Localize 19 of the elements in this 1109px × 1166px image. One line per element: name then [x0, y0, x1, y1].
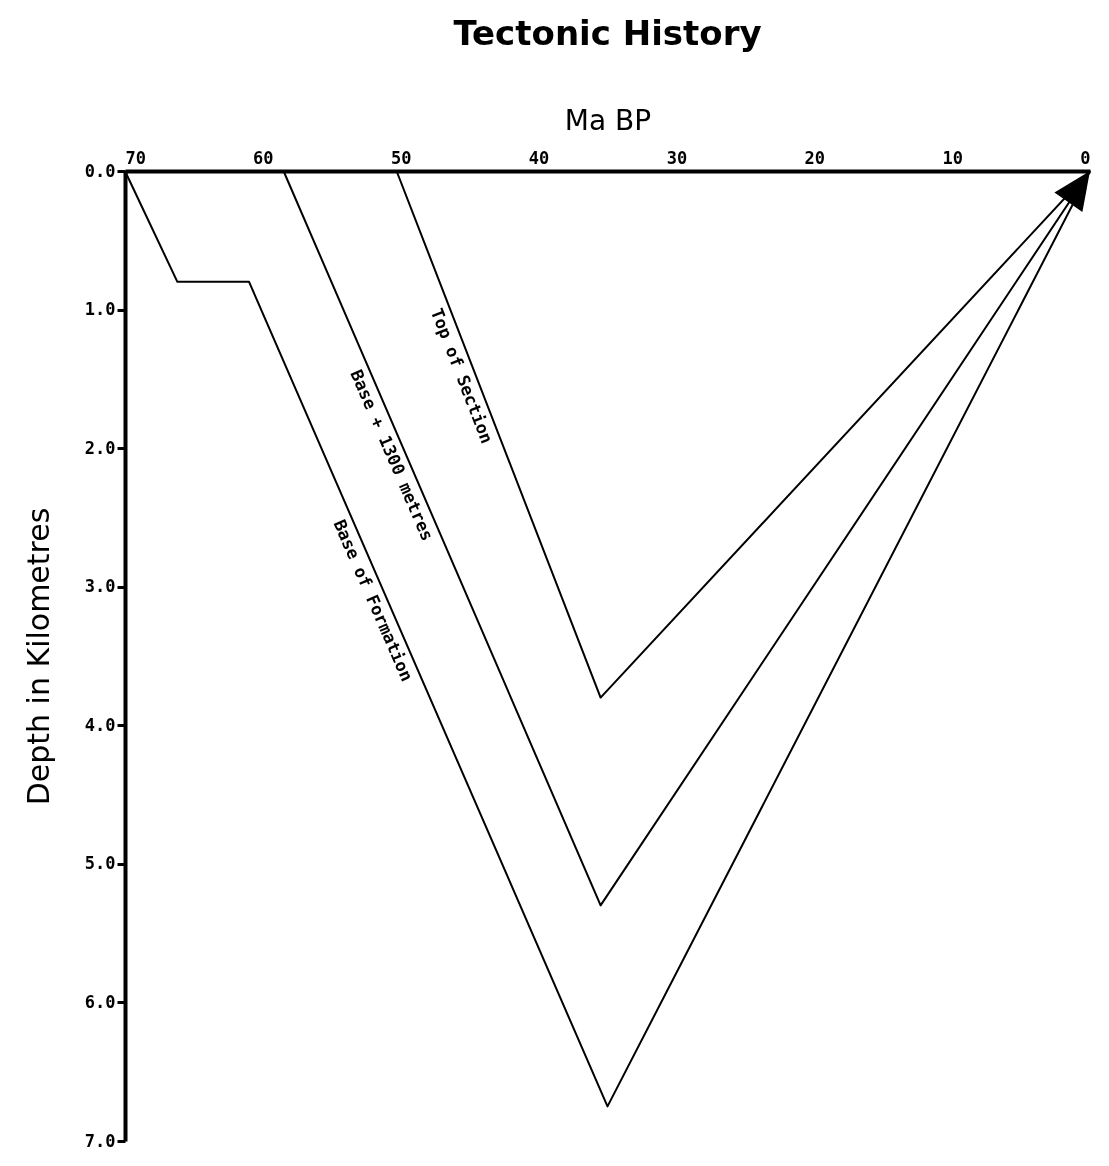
x-tick-label: 40	[528, 147, 550, 168]
x-tick-label: 30	[666, 147, 688, 168]
y-tick-label: 5.0	[84, 853, 116, 874]
chart-title: Tectonic History	[453, 13, 762, 53]
y-tick-label: 1.0	[84, 299, 116, 320]
x-tick-label: 0	[1080, 147, 1091, 168]
y-axis-title: Depth in Kilometres	[20, 507, 56, 806]
x-tick-label: 10	[942, 147, 963, 168]
y-tick-label: 6.0	[84, 991, 116, 1012]
x-tick-label: 70	[125, 147, 146, 168]
x-tick-label: 60	[253, 147, 274, 168]
x-tick-label: 20	[804, 147, 826, 168]
y-tick-label: 7.0	[84, 1130, 116, 1151]
y-tick-label: 0.0	[84, 160, 116, 181]
x-tick-label: 50	[390, 147, 412, 168]
x-axis-title: Ma BP	[564, 103, 652, 137]
y-tick-label: 3.0	[84, 576, 116, 597]
y-tick-label: 4.0	[84, 714, 116, 735]
y-tick-label: 2.0	[84, 437, 116, 458]
